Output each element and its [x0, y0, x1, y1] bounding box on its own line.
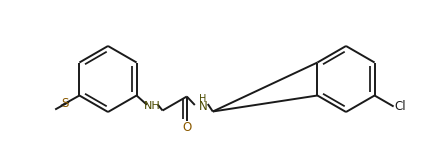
- Text: Cl: Cl: [395, 100, 406, 113]
- Text: N: N: [199, 100, 207, 112]
- Text: H: H: [199, 94, 206, 104]
- Text: S: S: [61, 97, 69, 110]
- Text: NH: NH: [143, 101, 160, 111]
- Text: O: O: [182, 121, 191, 134]
